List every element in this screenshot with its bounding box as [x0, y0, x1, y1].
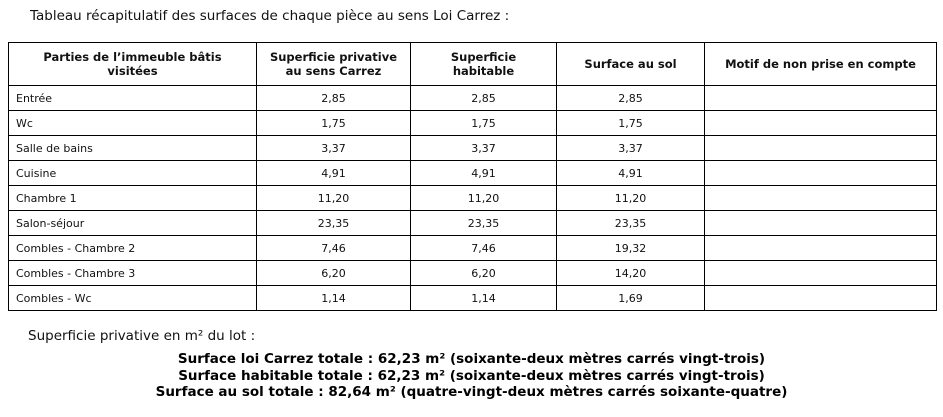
cell-sol: 1,75	[556, 110, 705, 136]
cell-habitable: 6,20	[410, 260, 557, 286]
cell-motif	[704, 135, 937, 161]
totals-block: Surface loi Carrez totale : 62,23 m² (so…	[0, 351, 943, 401]
table-row: Salle de bains 3,37 3,37 3,37	[8, 135, 937, 161]
cell-room-name: Cuisine	[8, 160, 257, 186]
cell-carrez: 1,14	[256, 285, 411, 311]
cell-carrez: 4,91	[256, 160, 411, 186]
cell-habitable: 1,14	[410, 285, 557, 311]
cell-carrez: 11,20	[256, 185, 411, 211]
cell-carrez: 1,75	[256, 110, 411, 136]
cell-room-name: Entrée	[8, 85, 257, 111]
cell-sol: 19,32	[556, 235, 705, 261]
cell-habitable: 2,85	[410, 85, 557, 111]
total-habitable: Surface habitable totale : 62,23 m² (soi…	[178, 367, 765, 384]
column-header-habitable: Superficie habitable	[410, 42, 557, 86]
cell-motif	[704, 185, 937, 211]
lot-surface-subtitle: Superficie privative en m² du lot :	[28, 328, 256, 344]
column-header-parties: Parties de l’immeuble bâtis visitées	[8, 42, 257, 86]
cell-motif	[704, 210, 937, 236]
page-title: Tableau récapitulatif des surfaces de ch…	[30, 8, 510, 24]
cell-room-name: Chambre 1	[8, 185, 257, 211]
cell-motif	[704, 285, 937, 311]
cell-sol: 4,91	[556, 160, 705, 186]
column-header-motif: Motif de non prise en compte	[704, 42, 937, 86]
cell-motif	[704, 235, 937, 261]
cell-carrez: 7,46	[256, 235, 411, 261]
table-row: Combles - Chambre 2 7,46 7,46 19,32	[8, 235, 937, 261]
cell-sol: 11,20	[556, 185, 705, 211]
column-header-carrez: Superficie privative au sens Carrez	[256, 42, 411, 86]
table-row: Salon-séjour 23,35 23,35 23,35	[8, 210, 937, 236]
cell-motif	[704, 260, 937, 286]
cell-habitable: 1,75	[410, 110, 557, 136]
cell-sol: 23,35	[556, 210, 705, 236]
cell-sol: 1,69	[556, 285, 705, 311]
cell-room-name: Combles - Wc	[8, 285, 257, 311]
cell-carrez: 3,37	[256, 135, 411, 161]
cell-room-name: Salle de bains	[8, 135, 257, 161]
column-header-sol: Surface au sol	[556, 42, 705, 86]
total-sol: Surface au sol totale : 82,64 m² (quatre…	[155, 384, 788, 400]
surface-summary-table: Parties de l’immeuble bâtis visitées Sup…	[8, 42, 937, 311]
table-row: Wc 1,75 1,75 1,75	[8, 110, 937, 136]
cell-room-name: Salon-séjour	[8, 210, 257, 236]
table-row: Cuisine 4,91 4,91 4,91	[8, 160, 937, 186]
cell-room-name: Wc	[8, 110, 257, 136]
cell-habitable: 7,46	[410, 235, 557, 261]
cell-motif	[704, 85, 937, 111]
cell-sol: 3,37	[556, 135, 705, 161]
cell-motif	[704, 160, 937, 186]
table-row: Entrée 2,85 2,85 2,85	[8, 85, 937, 111]
table-row: Combles - Chambre 3 6,20 6,20 14,20	[8, 260, 937, 286]
cell-carrez: 6,20	[256, 260, 411, 286]
cell-habitable: 23,35	[410, 210, 557, 236]
cell-room-name: Combles - Chambre 3	[8, 260, 257, 286]
cell-room-name: Combles - Chambre 2	[8, 235, 257, 261]
cell-sol: 14,20	[556, 260, 705, 286]
cell-carrez: 23,35	[256, 210, 411, 236]
table-row: Chambre 1 11,20 11,20 11,20	[8, 185, 937, 211]
cell-motif	[704, 110, 937, 136]
cell-carrez: 2,85	[256, 85, 411, 111]
total-carrez: Surface loi Carrez totale : 62,23 m² (so…	[177, 351, 766, 367]
cell-sol: 2,85	[556, 85, 705, 111]
table-header-row: Parties de l’immeuble bâtis visitées Sup…	[8, 42, 937, 86]
cell-habitable: 11,20	[410, 185, 557, 211]
cell-habitable: 4,91	[410, 160, 557, 186]
table-row: Combles - Wc 1,14 1,14 1,69	[8, 285, 937, 311]
cell-habitable: 3,37	[410, 135, 557, 161]
